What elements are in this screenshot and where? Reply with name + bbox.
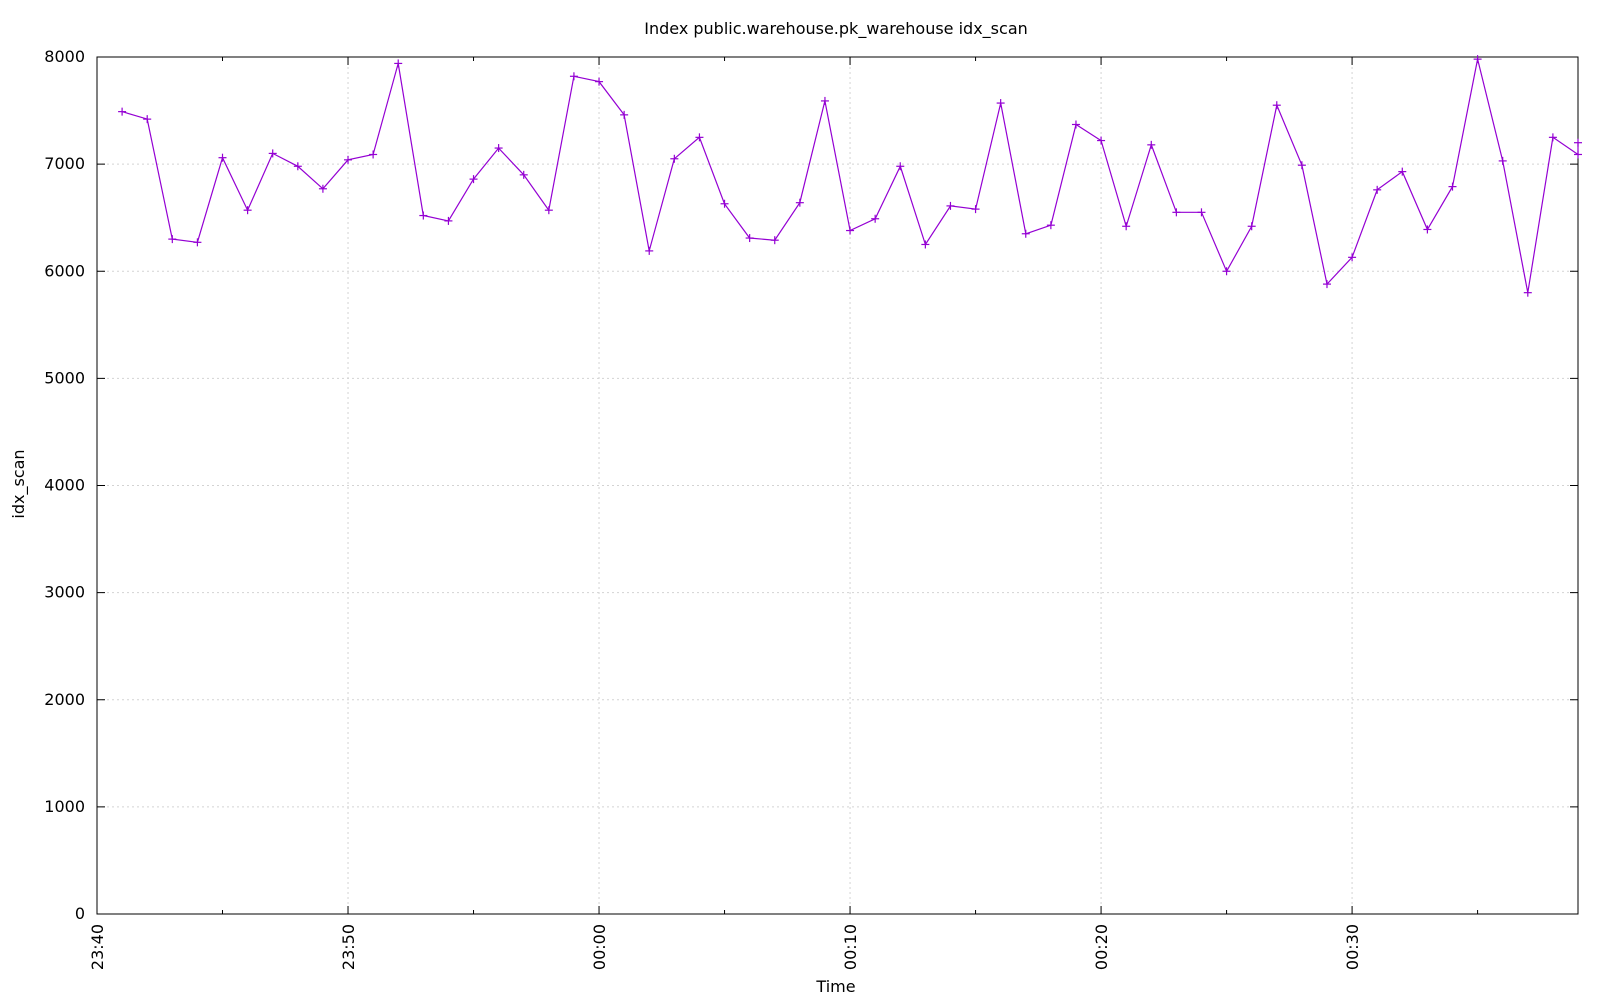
data-point: [1197, 208, 1206, 217]
x-tick-label: 23:50: [339, 924, 358, 970]
data-point: [896, 162, 905, 171]
data-point: [1021, 229, 1030, 238]
y-tick-label: 7000: [44, 154, 85, 173]
data-point: [218, 153, 227, 162]
data-point: [645, 246, 654, 255]
data-point: [293, 162, 302, 171]
y-tick-label: 1000: [44, 797, 85, 816]
data-point: [1097, 136, 1106, 145]
plot-frame: [96, 56, 1579, 915]
y-tick-label: 5000: [44, 368, 85, 387]
data-point: [268, 149, 277, 158]
data-point: [1498, 156, 1507, 165]
data-point: [118, 107, 127, 116]
data-point: [846, 226, 855, 235]
data-point: [318, 184, 327, 193]
data-point: [1322, 280, 1331, 289]
x-tick-label: 23:40: [88, 924, 107, 970]
data-point: [1574, 150, 1582, 159]
data-point: [971, 205, 980, 214]
data-point: [921, 240, 930, 249]
series-line: [121, 58, 1579, 293]
y-tick-label: 3000: [44, 583, 85, 602]
y-axis-label: idx_scan: [9, 449, 29, 518]
data-point: [1272, 101, 1281, 110]
y-tick-label: 8000: [44, 47, 85, 66]
data-point: [820, 96, 829, 105]
data-point: [1348, 253, 1357, 262]
data-point: [444, 216, 453, 225]
data-point: [695, 133, 704, 142]
data-point: [168, 235, 177, 244]
data-point: [770, 236, 779, 245]
data-point: [569, 72, 578, 81]
data-point: [871, 214, 880, 223]
y-tick-label: 2000: [44, 690, 85, 709]
data-point: [193, 238, 202, 247]
data-point: [369, 150, 378, 159]
data-series: [118, 55, 1582, 297]
data-point: [946, 201, 955, 210]
x-tick-label: 00:20: [1092, 924, 1111, 970]
data-point: [670, 154, 679, 163]
data-point: [1398, 167, 1407, 176]
data-point: [1122, 222, 1131, 231]
data-point: [143, 115, 152, 124]
data-point: [394, 59, 403, 68]
data-point: [519, 170, 528, 179]
data-point: [1574, 138, 1582, 147]
data-point: [1147, 140, 1156, 149]
axes: 0 1000 2000 3000 4000 5000 6000 7000 8000 23:40 23…: [44, 47, 1579, 970]
data-point: [1222, 267, 1231, 276]
data-point: [1523, 288, 1532, 297]
y-tick-label: 4000: [44, 476, 85, 495]
data-point: [344, 155, 353, 164]
chart-title: Index public.warehouse.pk_warehouse idx_…: [644, 19, 1028, 39]
data-point: [1071, 120, 1080, 129]
x-tick-label: 00:00: [590, 924, 609, 970]
x-axis-label: Time: [815, 977, 855, 996]
data-point: [1548, 133, 1557, 142]
data-point: [1423, 225, 1432, 234]
data-point: [595, 77, 604, 86]
data-point: [720, 199, 729, 208]
data-point: [544, 206, 553, 215]
data-point: [1046, 221, 1055, 230]
data-point: [243, 206, 252, 215]
y-tick-label: 0: [75, 904, 85, 923]
x-tick-label: 00:10: [841, 924, 860, 970]
data-point: [1172, 208, 1181, 217]
data-point: [1247, 222, 1256, 231]
data-point: [494, 144, 503, 153]
data-point: [1373, 185, 1382, 194]
data-point: [996, 99, 1005, 108]
data-point: [469, 175, 478, 184]
data-point: [745, 234, 754, 243]
data-point: [795, 198, 804, 207]
data-point: [1297, 161, 1306, 170]
y-tick-label: 6000: [44, 261, 85, 280]
data-point: [419, 211, 428, 220]
data-point: [620, 110, 629, 119]
x-tick-label: 00:30: [1343, 924, 1362, 970]
data-point: [1448, 182, 1457, 191]
data-point: [1473, 55, 1482, 64]
